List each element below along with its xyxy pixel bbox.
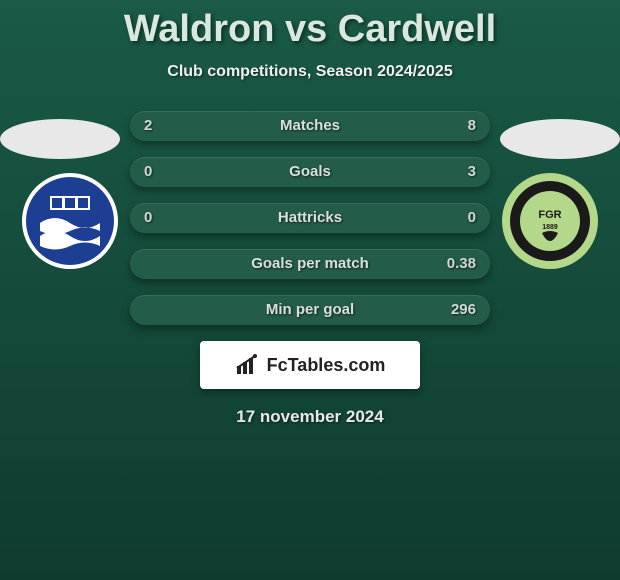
stats-list: 2 Matches 8 0 Goals 3 0 Hattricks 0 Goal…	[130, 111, 490, 325]
stat-value-right: 8	[454, 111, 490, 141]
chart-icon	[235, 354, 261, 376]
club-badge-left	[20, 171, 120, 271]
brand-box[interactable]: FcTables.com	[200, 341, 420, 389]
stat-row: Goals per match 0.38	[130, 249, 490, 279]
stat-value-right: 296	[437, 295, 490, 325]
stat-label: Hattricks	[130, 203, 490, 233]
stat-row: 0 Goals 3	[130, 157, 490, 187]
svg-text:1889: 1889	[542, 224, 558, 231]
comparison-area: FGR 1889 2 Matches 8 0 Goals 3 0 Hattric…	[0, 111, 620, 325]
stat-row: 0 Hattricks 0	[130, 203, 490, 233]
date-label: 17 november 2024	[0, 407, 620, 427]
stat-value-right: 3	[454, 157, 490, 187]
stat-row: Min per goal 296	[130, 295, 490, 325]
player-photo-left	[0, 119, 120, 159]
svg-text:FGR: FGR	[538, 209, 561, 221]
stat-value-right: 0.38	[433, 249, 490, 279]
stat-label: Matches	[130, 111, 490, 141]
stat-value-right: 0	[454, 203, 490, 233]
page-title: Waldron vs Cardwell	[0, 0, 620, 51]
player-photo-right	[500, 119, 620, 159]
club-badge-right: FGR 1889	[500, 171, 600, 271]
stat-row: 2 Matches 8	[130, 111, 490, 141]
page-subtitle: Club competitions, Season 2024/2025	[0, 63, 620, 81]
brand-label: FcTables.com	[267, 355, 386, 376]
stat-label: Goals	[130, 157, 490, 187]
